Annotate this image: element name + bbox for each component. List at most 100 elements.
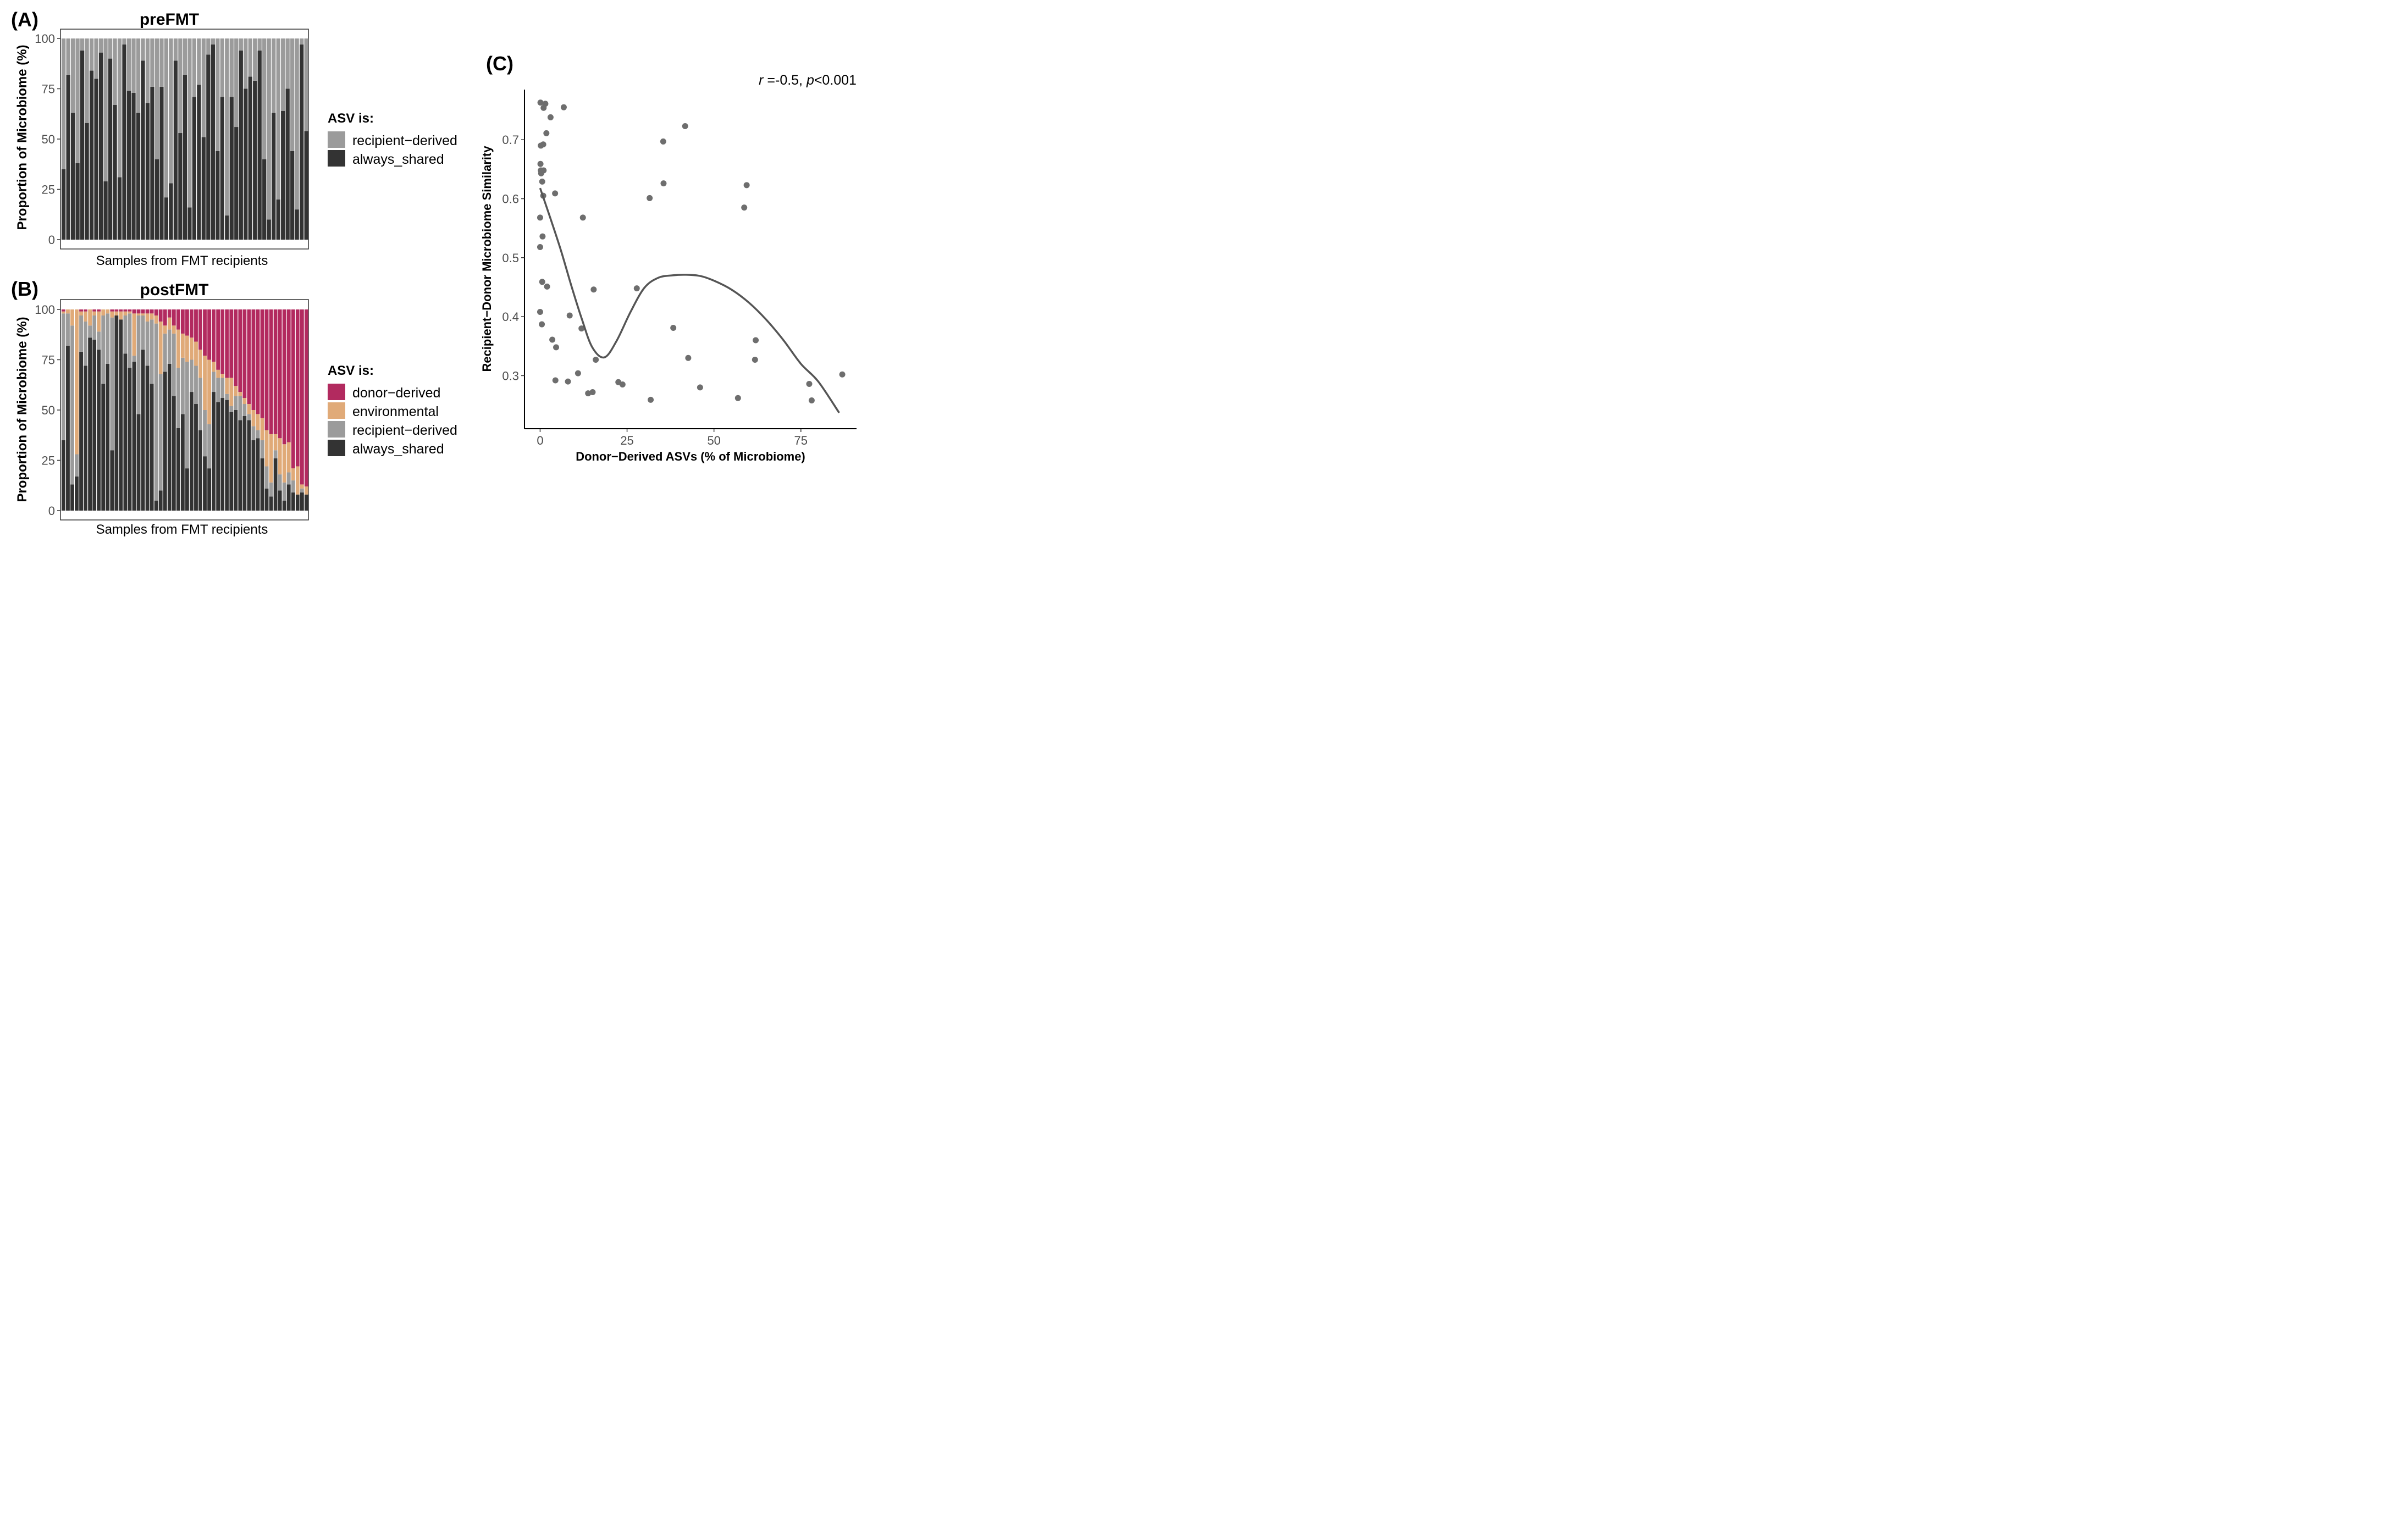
bar-shared-53 xyxy=(291,492,295,511)
bar-recipient-39 xyxy=(229,406,234,412)
bar-environmental-29 xyxy=(185,335,189,362)
bar-recipient-25 xyxy=(173,38,178,61)
bar-donor-26 xyxy=(172,309,176,326)
bar-shared-33 xyxy=(203,456,207,511)
bar-shared-32 xyxy=(198,430,202,511)
bar-shared-46 xyxy=(260,458,264,511)
y-tick-label: 75 xyxy=(42,82,55,96)
bar-recipient-35 xyxy=(212,372,216,392)
bar-shared-36 xyxy=(225,215,229,240)
bar-shared-49 xyxy=(273,458,278,511)
bar-recipient-29 xyxy=(185,362,189,469)
bar-donor-45 xyxy=(256,309,260,414)
bar-shared-45 xyxy=(256,438,260,511)
bar-environmental-16 xyxy=(128,311,132,314)
bar-shared-2 xyxy=(66,74,70,240)
bar-recipient-20 xyxy=(150,38,154,87)
bar-shared-25 xyxy=(167,363,172,511)
panel-b-plot-frame xyxy=(60,299,309,521)
scatter-point-30 xyxy=(578,325,585,332)
bar-recipient-28 xyxy=(180,357,185,414)
bar-shared-23 xyxy=(158,490,163,511)
bar-shared-5 xyxy=(79,351,83,511)
bar-environmental-17 xyxy=(132,313,136,356)
x-tick-label: 75 xyxy=(794,434,808,447)
bar-shared-34 xyxy=(216,151,220,240)
bar-recipient-31 xyxy=(201,38,206,137)
bar-recipient-27 xyxy=(183,38,187,75)
bar-shared-4 xyxy=(75,476,79,511)
bar-shared-38 xyxy=(225,400,229,511)
bar-recipient-37 xyxy=(220,378,225,398)
panel-b-legend-title: ASV is: xyxy=(328,363,374,378)
scatter-point-3 xyxy=(540,104,547,111)
bar-recipient-2 xyxy=(66,313,70,346)
bar-shared-6 xyxy=(84,366,88,511)
bar-environmental-56 xyxy=(304,486,308,495)
bar-recipient-10 xyxy=(101,315,106,384)
bar-shared-18 xyxy=(136,414,141,511)
bar-environmental-53 xyxy=(291,468,295,481)
bar-recipient-30 xyxy=(197,38,201,85)
bar-recipient-1 xyxy=(61,38,66,169)
bar-donor-8 xyxy=(92,309,97,312)
scatter-point-42 xyxy=(670,325,677,331)
scatter-point-50 xyxy=(753,337,759,344)
y-tick-label: 50 xyxy=(42,403,55,417)
bar-recipient-20 xyxy=(145,321,150,366)
bar-environmental-1 xyxy=(61,311,65,314)
scatter-point-25 xyxy=(552,377,559,384)
bar-shared-19 xyxy=(145,103,150,240)
bar-recipient-15 xyxy=(126,38,131,91)
bar-recipient-36 xyxy=(216,378,220,402)
bar-recipient-43 xyxy=(247,414,251,420)
bar-donor-36 xyxy=(216,309,220,370)
bar-recipient-48 xyxy=(269,482,273,497)
bar-shared-35 xyxy=(212,392,216,511)
bar-recipient-49 xyxy=(285,38,290,89)
scatter-point-29 xyxy=(579,214,586,221)
bar-donor-27 xyxy=(176,309,180,330)
bar-shared-48 xyxy=(269,496,273,511)
bar-shared-42 xyxy=(242,416,247,511)
bar-shared-43 xyxy=(247,420,251,511)
bar-recipient-36 xyxy=(225,38,229,216)
bar-shared-43 xyxy=(257,50,262,240)
bar-donor-33 xyxy=(203,309,207,356)
bar-donor-20 xyxy=(145,309,150,314)
bar-recipient-52 xyxy=(286,472,291,485)
bar-recipient-27 xyxy=(176,368,180,428)
p-value: <0.001 xyxy=(814,73,857,88)
bar-shared-41 xyxy=(248,76,252,240)
bar-shared-1 xyxy=(61,440,65,511)
bar-recipient-4 xyxy=(75,454,79,477)
panel-b-label: (B) xyxy=(11,278,38,300)
bar-shared-39 xyxy=(239,50,243,240)
bar-shared-24 xyxy=(163,372,167,511)
bar-shared-12 xyxy=(110,450,114,511)
bar-recipient-52 xyxy=(300,38,304,45)
bar-recipient-24 xyxy=(163,333,167,372)
panel-c: (C) r =-0.5, p<0.001 0 25 50 75 0.3 0.4 0.5 0.6… xyxy=(480,52,857,463)
bar-shared-56 xyxy=(304,494,308,511)
bar-environmental-44 xyxy=(251,409,256,427)
bar-shared-1 xyxy=(61,169,66,240)
bar-recipient-48 xyxy=(281,38,285,111)
y-tick-label: 0.3 xyxy=(502,369,519,383)
bar-shared-7 xyxy=(88,337,92,511)
bar-recipient-18 xyxy=(136,315,141,414)
scatter-point-53 xyxy=(839,371,846,378)
scatter-point-13 xyxy=(539,178,545,185)
bar-recipient-17 xyxy=(136,38,141,113)
panel-c-trend-line xyxy=(539,187,840,413)
bar-shared-19 xyxy=(141,350,145,511)
bar-recipient-32 xyxy=(206,38,211,55)
bar-donor-18 xyxy=(136,309,141,314)
correlation-annotation: r =-0.5, p<0.001 xyxy=(759,73,857,88)
bar-donor-30 xyxy=(190,309,194,338)
y-tick-label: 50 xyxy=(42,132,55,146)
bar-recipient-6 xyxy=(85,38,89,123)
bar-environmental-47 xyxy=(264,430,269,467)
bar-environmental-10 xyxy=(101,309,106,315)
bar-recipient-9 xyxy=(97,331,101,350)
